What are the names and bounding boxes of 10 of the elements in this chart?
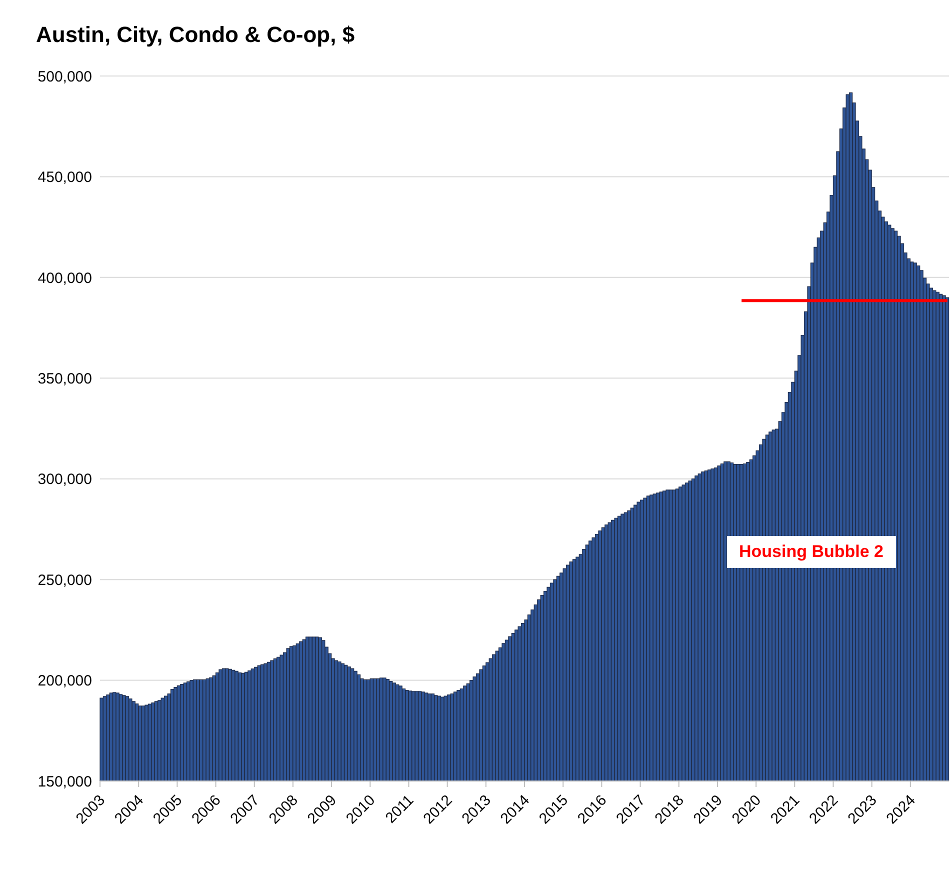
y-tick-label: 450,000	[38, 169, 92, 186]
chart-title: Austin, City, Condo & Co-op, $	[35, 21, 356, 49]
annotation: Housing Bubble 2	[727, 536, 896, 568]
y-tick-label: 400,000	[38, 270, 92, 287]
y-tick-label: 250,000	[38, 572, 92, 589]
y-tick-label: 150,000	[38, 773, 92, 790]
y-tick-label: 350,000	[38, 370, 92, 388]
y-tick-label: 200,000	[38, 672, 92, 690]
y-tick-label: 500,000	[38, 68, 92, 86]
y-tick-label: 300,000	[38, 471, 92, 488]
